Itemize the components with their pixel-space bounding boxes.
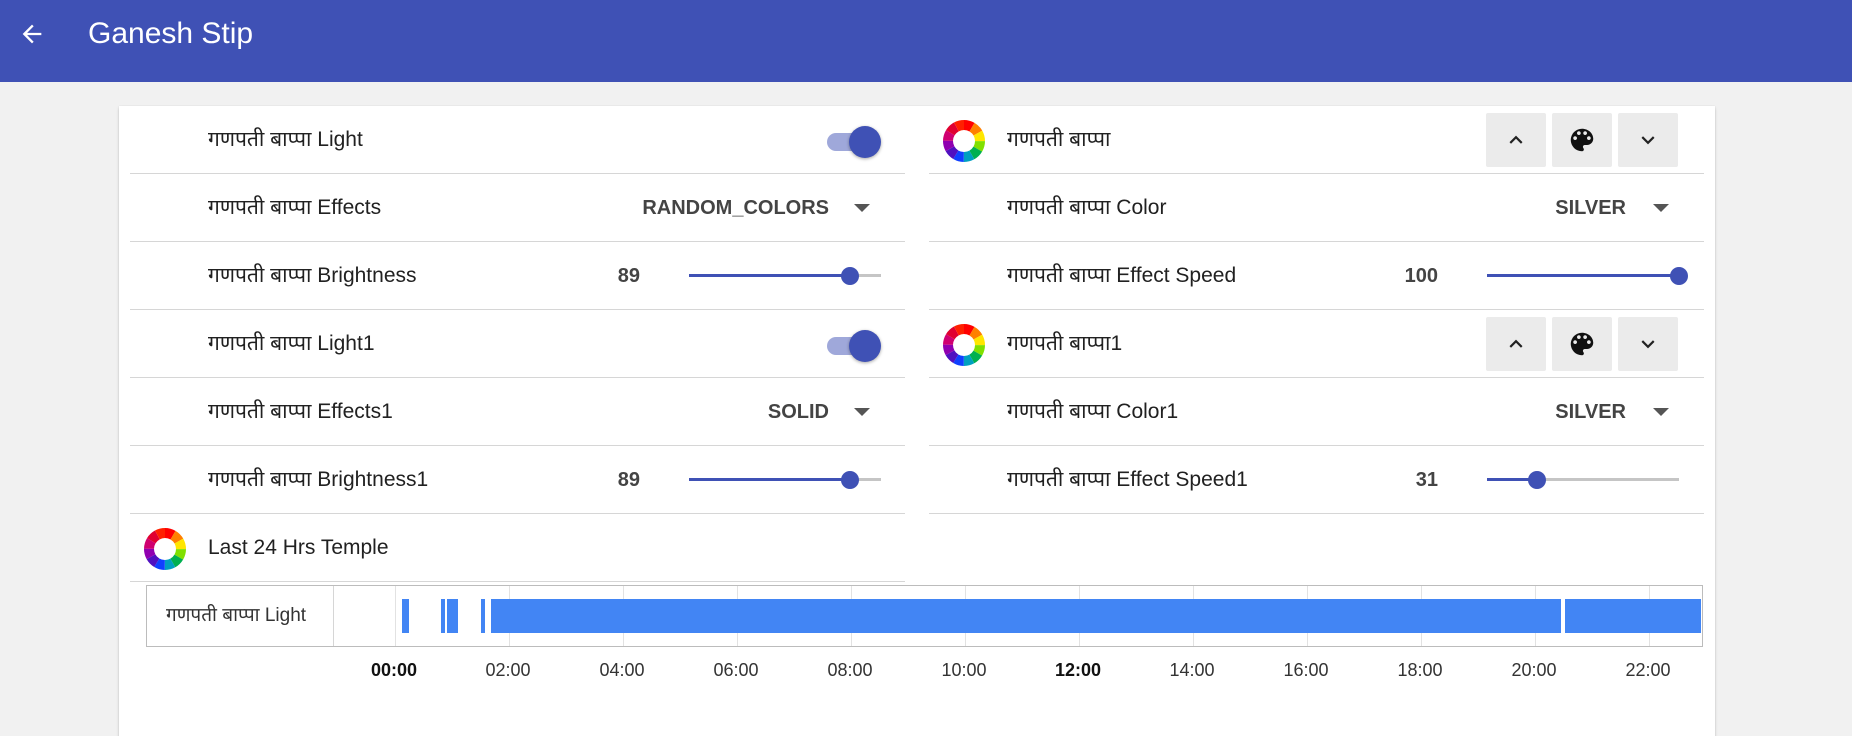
effect-speed1-slider[interactable] bbox=[1487, 470, 1679, 490]
timeline-gridline bbox=[395, 586, 396, 646]
row-brightness1: गणपती बाप्पा Brightness1 89 bbox=[130, 446, 905, 514]
chevron-up-icon bbox=[1509, 135, 1523, 144]
chevron-down-icon bbox=[1641, 340, 1655, 349]
row-temple: Last 24 Hrs Temple bbox=[130, 514, 905, 582]
row-label: गणपती बाप्पा Effects bbox=[208, 196, 382, 219]
rgb-light-icon bbox=[945, 393, 983, 430]
row-label: गणपती बाप्पा Light1 bbox=[208, 332, 375, 355]
rgb-light-icon bbox=[146, 257, 184, 294]
light-toggle[interactable] bbox=[825, 125, 881, 158]
back-button[interactable] bbox=[8, 10, 56, 58]
timeline-tick-label: 08:00 bbox=[827, 660, 873, 680]
row-effects: गणपती बाप्पा Effects RANDOM_COLORS bbox=[130, 174, 905, 242]
effects-select[interactable]: RANDOM_COLORS bbox=[642, 197, 829, 219]
row-effect-speed: गणपती बाप्पा Effect Speed 100 bbox=[929, 242, 1704, 310]
rgb-light-icon bbox=[146, 189, 184, 226]
up-button[interactable] bbox=[1486, 317, 1546, 371]
rgb-light-icon bbox=[945, 461, 983, 498]
up-button[interactable] bbox=[1486, 113, 1546, 167]
timeline-entity-label: गणपती बाप्पा Light bbox=[147, 586, 334, 646]
color-wheel-icon bbox=[943, 324, 985, 366]
row-cover1: गणपती बाप्पा1 bbox=[929, 310, 1704, 378]
palette-icon bbox=[1570, 332, 1594, 356]
row-color: गणपती बाप्पा Color SILVER bbox=[929, 174, 1704, 242]
row-effect-speed1: गणपती बाप्पा Effect Speed1 31 bbox=[929, 446, 1704, 514]
timeline-on-bar[interactable] bbox=[447, 599, 458, 633]
timeline-tick-label: 16:00 bbox=[1283, 660, 1329, 680]
effect-speed1-value: 31 bbox=[1415, 469, 1438, 491]
rgb-light-icon bbox=[146, 393, 184, 430]
row-label: गणपती बाप्पा Light bbox=[208, 128, 363, 151]
down-button[interactable] bbox=[1618, 113, 1678, 167]
row-label: गणपती बाप्पा Color bbox=[1007, 196, 1167, 219]
brightness-slider[interactable] bbox=[689, 266, 881, 286]
palette-button[interactable] bbox=[1552, 113, 1612, 167]
rgb-light-icon bbox=[146, 461, 184, 498]
dropdown-caret-icon[interactable] bbox=[854, 408, 870, 416]
timeline-tick-label: 02:00 bbox=[485, 660, 531, 680]
timeline-tick-label: 14:00 bbox=[1169, 660, 1215, 680]
timeline-tick-label: 12:00 bbox=[1054, 660, 1102, 680]
row-label: गणपती बाप्पा Brightness1 bbox=[208, 468, 429, 491]
palette-icon bbox=[1570, 128, 1594, 152]
page-title: Ganesh Stip bbox=[88, 17, 254, 50]
brightness-value: 89 bbox=[617, 265, 640, 287]
chevron-up-icon bbox=[1509, 339, 1523, 348]
row-label: गणपती बाप्पा1 bbox=[1007, 332, 1123, 355]
rgb-light-icon bbox=[945, 257, 983, 294]
dropdown-caret-icon[interactable] bbox=[854, 204, 870, 212]
row-label: गणपती बाप्पा Effects1 bbox=[208, 400, 393, 423]
row-label: गणपती बाप्पा Effect Speed bbox=[1007, 264, 1237, 287]
row-brightness: गणपती बाप्पा Brightness 89 bbox=[130, 242, 905, 310]
timeline-tick-label: 00:00 bbox=[370, 660, 418, 680]
timeline-on-bar[interactable] bbox=[480, 599, 486, 633]
brightness1-value: 89 bbox=[617, 469, 640, 491]
timeline-on-bar[interactable] bbox=[401, 599, 410, 633]
row-light: गणपती बाप्पा Light bbox=[130, 106, 905, 174]
palette-button[interactable] bbox=[1552, 317, 1612, 371]
timeline-on-bar[interactable] bbox=[1564, 599, 1701, 633]
color1-select[interactable]: SILVER bbox=[1555, 401, 1626, 423]
effects1-select[interactable]: SOLID bbox=[767, 401, 829, 423]
chevron-down-icon bbox=[1641, 136, 1655, 145]
color-wheel-icon bbox=[144, 528, 186, 570]
rgb-light-icon bbox=[945, 189, 983, 226]
row-label: गणपती बाप्पा Brightness bbox=[208, 264, 417, 287]
timeline-on-bar[interactable] bbox=[490, 599, 1561, 633]
app-toolbar: Ganesh Stip bbox=[0, 0, 1852, 82]
arrow-back-icon bbox=[22, 24, 42, 44]
rgb-light-icon bbox=[146, 121, 184, 158]
color-wheel-icon bbox=[943, 120, 985, 162]
timeline-tick-label: 06:00 bbox=[713, 660, 759, 680]
timeline-tick-label: 04:00 bbox=[599, 660, 645, 680]
timeline-tick-label: 22:00 bbox=[1625, 660, 1671, 680]
row-effects1: गणपती बाप्पा Effects1 SOLID bbox=[130, 378, 905, 446]
rgb-light-icon bbox=[146, 325, 184, 362]
timeline-on-bar[interactable] bbox=[440, 599, 445, 633]
down-button[interactable] bbox=[1618, 317, 1678, 371]
dropdown-caret-icon[interactable] bbox=[1653, 204, 1669, 212]
dropdown-caret-icon[interactable] bbox=[1653, 408, 1669, 416]
timeline-tick-label: 20:00 bbox=[1511, 660, 1557, 680]
effect-speed-slider[interactable] bbox=[1487, 266, 1688, 286]
row-label: गणपती बाप्पा Color1 bbox=[1007, 400, 1179, 423]
row-color1: गणपती बाप्पा Color1 SILVER bbox=[929, 378, 1704, 446]
timeline-tick-label: 10:00 bbox=[941, 660, 987, 680]
row-label: गणपती बाप्पा Effect Speed1 bbox=[1007, 468, 1248, 491]
effect-speed-value: 100 bbox=[1404, 265, 1438, 287]
row-cover: गणपती बाप्पा bbox=[929, 106, 1704, 174]
timeline-tick-label: 18:00 bbox=[1397, 660, 1443, 680]
row-label: गणपती बाप्पा bbox=[1007, 128, 1111, 151]
light1-toggle[interactable] bbox=[825, 329, 881, 362]
brightness1-slider[interactable] bbox=[689, 470, 881, 490]
row-light1: गणपती बाप्पा Light1 bbox=[130, 310, 905, 378]
row-label: Last 24 Hrs Temple bbox=[208, 536, 389, 559]
color-select[interactable]: SILVER bbox=[1555, 197, 1626, 219]
history-timeline: गणपती बाप्पा Light bbox=[146, 585, 1703, 647]
